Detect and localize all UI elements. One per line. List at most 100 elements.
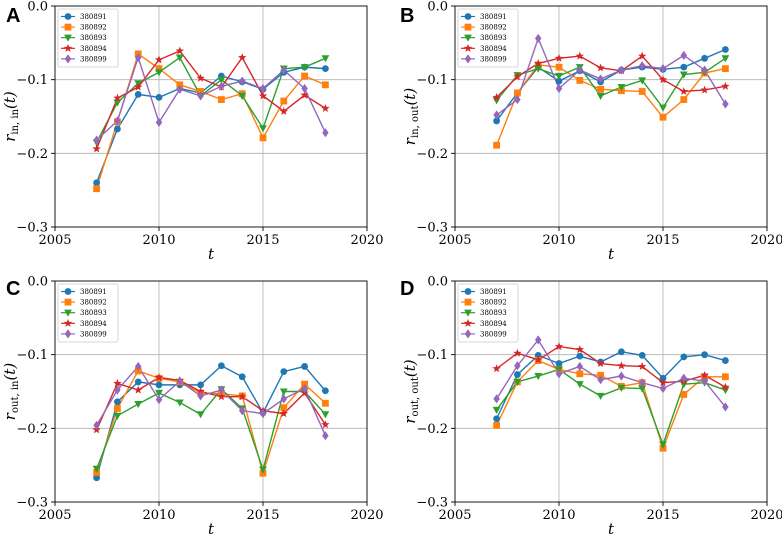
panel-a-series-line-380892 xyxy=(95,52,326,189)
panel-b-xtick-label: 2010 xyxy=(542,233,575,248)
panel-a-xtick-label: 2010 xyxy=(142,233,175,248)
panel-b-point-380893 xyxy=(679,71,688,79)
panel-c-point-380899 xyxy=(134,361,142,372)
panel-c-point-380899 xyxy=(259,409,267,419)
panel-c-ytick-label: 0.0 xyxy=(27,275,48,290)
panel-c-point-380891 xyxy=(134,378,142,386)
panel-b-point-380894 xyxy=(575,51,584,60)
panel-c-point-380892 xyxy=(280,404,288,412)
panel-d-point-380894 xyxy=(700,370,709,379)
panel-a-point-380899 xyxy=(238,76,246,86)
panel-b-legend-marker xyxy=(464,23,472,31)
panel-b-ytick-label: 0.0 xyxy=(427,0,448,15)
panel-c-series-line-380893 xyxy=(95,388,326,473)
panel-d-legend-marker xyxy=(464,288,472,295)
panel-a-point-380894 xyxy=(175,46,184,55)
panel-d-point-380893 xyxy=(659,441,667,449)
panel-d-series-line-380893 xyxy=(496,368,726,447)
panel-c-point-380891 xyxy=(280,368,288,376)
panel-a-ytick-label: 0.0 xyxy=(27,0,48,15)
panel-b-point-380899 xyxy=(493,110,500,120)
panel-c-legend-label: 380894 xyxy=(80,320,107,328)
panel-a-series-line-380899 xyxy=(96,55,327,141)
panel-d-ylabel-main: r xyxy=(401,416,419,424)
panel-a-xlabel: t xyxy=(208,245,215,263)
panel-b-ylabel-arg: (t) xyxy=(401,88,419,106)
panel-c-series-line-380892 xyxy=(95,370,326,476)
panel-c-point-380891 xyxy=(322,387,329,395)
panel-a-point-380894 xyxy=(113,93,122,102)
panel-c-legend-item-380899: 380899 xyxy=(61,329,107,339)
panel-d-series-line-380892 xyxy=(495,359,726,451)
panel-b-point-380899 xyxy=(701,65,708,75)
panel-d-point-380899 xyxy=(722,402,729,412)
panel-d-ylabel: rout, out(t) xyxy=(401,359,421,423)
panel-c-point-380899 xyxy=(238,406,246,416)
panel-c-ytick-label: −0.3 xyxy=(16,496,48,511)
panel-b-point-380891 xyxy=(555,77,563,85)
panel-c-point-380892 xyxy=(114,405,121,412)
panel-b-point-380899 xyxy=(514,94,521,105)
panel-d-point-380891 xyxy=(576,352,584,360)
panel-b-point-380899 xyxy=(659,64,667,74)
panel-a-point-380899 xyxy=(218,81,225,91)
panel-a-letter: A xyxy=(6,5,20,27)
panel-c-series-line-380899 xyxy=(95,365,327,436)
panel-b-point-380893 xyxy=(534,65,543,73)
panel-d-point-380899 xyxy=(638,378,646,388)
panel-b-legend-item-380892: 380892 xyxy=(461,24,507,32)
panel-b-point-380893 xyxy=(596,92,605,100)
panel-d-xtick-label: 2005 xyxy=(438,508,471,523)
panel-d-legend-marker xyxy=(464,329,472,339)
panel-b-ylabel-main: r xyxy=(401,137,419,145)
panel-c-point-380892 xyxy=(322,399,329,407)
panel-a-point-380899 xyxy=(197,91,204,101)
panel-d-ylabel-text: rout, out(t) xyxy=(401,359,421,423)
panel-d-point-380894 xyxy=(492,364,501,373)
panel-b-xlabel: t xyxy=(608,245,615,263)
panel-c-point-380891 xyxy=(155,381,163,389)
panel-a-legend-box xyxy=(57,8,119,68)
panel-c-point-380899 xyxy=(280,394,288,404)
panel-a-point-380894 xyxy=(279,106,288,115)
panel-a-legend-marker xyxy=(64,23,72,31)
panel-d-legend-item-380891: 380891 xyxy=(461,288,507,296)
panel-d-point-380892 xyxy=(576,370,584,378)
panel-d-point-380891 xyxy=(701,351,708,359)
panel-a-legend: 380891 380892 380893 380894 380899 xyxy=(57,8,119,68)
panel-d-point-380891 xyxy=(680,353,688,361)
panel-c-legend-label: 380892 xyxy=(80,299,107,307)
panel-b-legend-box xyxy=(457,8,519,68)
panel-a-point-380899 xyxy=(93,135,100,145)
panel-d-point-380891 xyxy=(638,352,646,359)
panel-b-point-380899 xyxy=(722,99,729,109)
panel-d-legend-marker xyxy=(464,309,472,317)
panel-c-point-380891 xyxy=(197,381,205,389)
panel-b-point-380893 xyxy=(659,104,667,112)
panel-a-legend-marker xyxy=(64,34,72,42)
panel-d-point-380892 xyxy=(680,391,688,398)
panel-a-point-380899 xyxy=(301,83,308,94)
panel-c-point-380899 xyxy=(155,395,163,405)
panel-b-legend-item-380891: 380891 xyxy=(461,13,507,21)
panel-a-series-line-380894 xyxy=(95,50,326,150)
panel-d-ytick-label: 0.0 xyxy=(427,275,448,290)
panel-a-ytick-label: −0.2 xyxy=(16,147,48,162)
panel-a-point-380894 xyxy=(196,73,205,82)
panel-d-point-380899 xyxy=(618,371,625,381)
panel-b-point-380892 xyxy=(597,85,604,93)
panel-c-point-380893 xyxy=(321,411,330,419)
panel-c-xtick-label: 2015 xyxy=(246,508,279,523)
panel-b-legend-marker xyxy=(464,54,472,64)
panel-b-legend-marker xyxy=(464,34,472,42)
panel-a-legend-item-380891: 380891 xyxy=(61,13,107,21)
panel-c-point-380893 xyxy=(259,466,267,474)
panel-c-xlabel: t xyxy=(208,520,215,535)
panel-c-point-380894 xyxy=(134,385,143,394)
panel-d-point-380891 xyxy=(493,415,500,423)
panel-a-series-line-380893 xyxy=(95,56,326,143)
panel-c-point-380893 xyxy=(175,399,184,407)
panel-a-point-380899 xyxy=(280,65,288,75)
panel-c-xtick-label: 2005 xyxy=(38,508,71,523)
panel-b-legend-item-380894: 380894 xyxy=(461,43,507,53)
